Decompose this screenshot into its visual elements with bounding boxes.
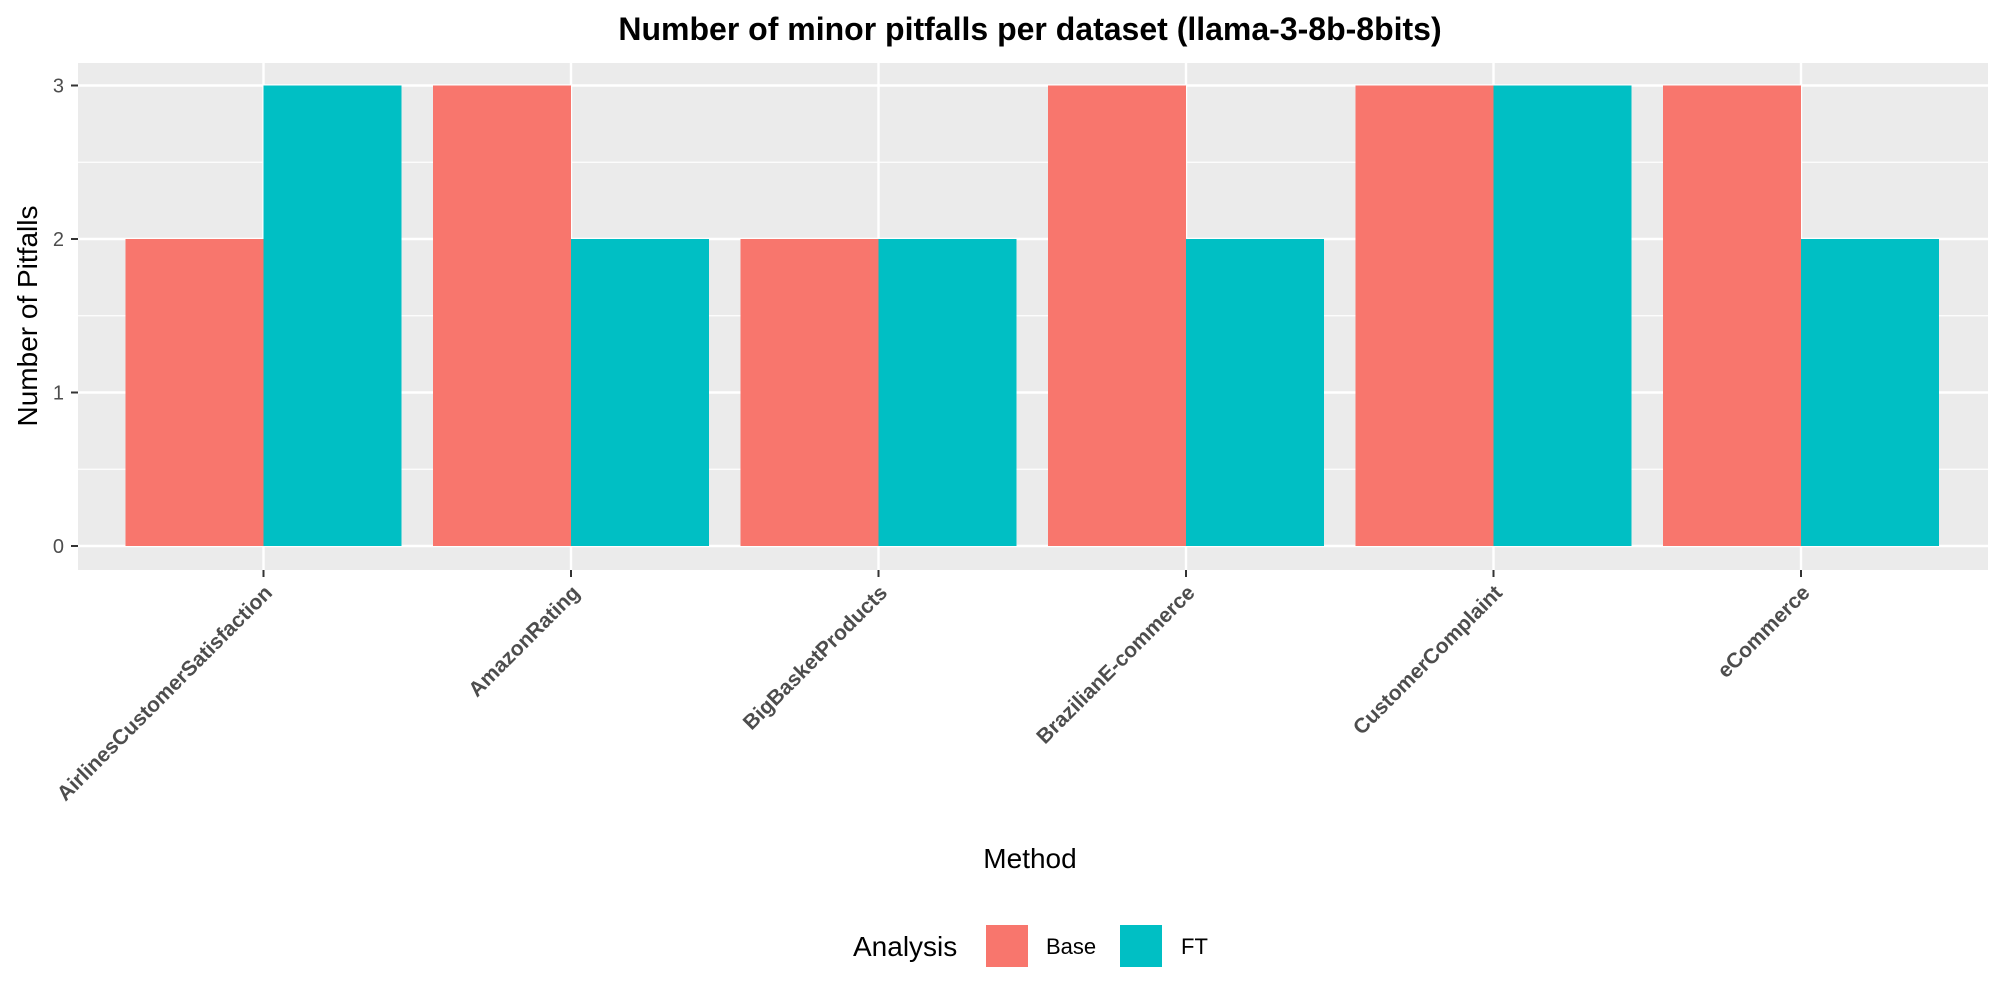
chart-title: Number of minor pitfalls per dataset (ll… (618, 11, 1441, 47)
bar-base-ecommerce (1663, 85, 1801, 546)
y-tick-label: 2 (53, 229, 64, 251)
x-tick-label: AmazonRating (464, 581, 584, 701)
legend-key-ft (1118, 923, 1164, 969)
bars (125, 85, 1939, 546)
bar-ft-customercomplaint (1493, 85, 1632, 546)
legend-label-ft: FT (1181, 934, 1208, 959)
bar-base-bigbasketproducts (740, 239, 879, 546)
bar-ft-braziliane-commerce (1186, 239, 1324, 546)
bar-base-customercomplaint (1355, 85, 1494, 546)
x-axis-title: Method (983, 843, 1076, 874)
x-tick-label: eCommerce (1713, 581, 1814, 682)
bar-ft-airlinescustomersatisfaction (263, 85, 402, 546)
bar-ft-amazonrating (571, 239, 709, 546)
y-tick-label: 3 (53, 76, 64, 98)
bar-base-amazonrating (433, 85, 571, 546)
x-tick-label: BigBasketProducts (739, 581, 892, 734)
y-axis-title: Number of Pitfalls (12, 206, 43, 427)
y-tick-label: 0 (53, 536, 64, 558)
legend: Analysis Base FT (853, 923, 1208, 969)
y-axis: 0 1 2 3 (53, 76, 78, 558)
x-axis: AirlinesCustomerSatisfaction AmazonRating… (53, 570, 1815, 805)
x-tick-label: AirlinesCustomerSatisfaction (53, 581, 277, 805)
bar-ft-ecommerce (1801, 239, 1939, 546)
bar-ft-bigbasketproducts (878, 239, 1017, 546)
legend-title: Analysis (853, 931, 957, 962)
x-tick-label: BrazilianE-commerce (1032, 581, 1199, 748)
y-tick-label: 1 (53, 383, 64, 405)
bar-base-airlinescustomersatisfaction (125, 239, 264, 546)
legend-label-base: Base (1046, 934, 1096, 959)
legend-key-base (984, 923, 1030, 969)
bar-base-braziliane-commerce (1048, 85, 1186, 546)
x-tick-label: CustomerComplaint (1349, 581, 1507, 739)
